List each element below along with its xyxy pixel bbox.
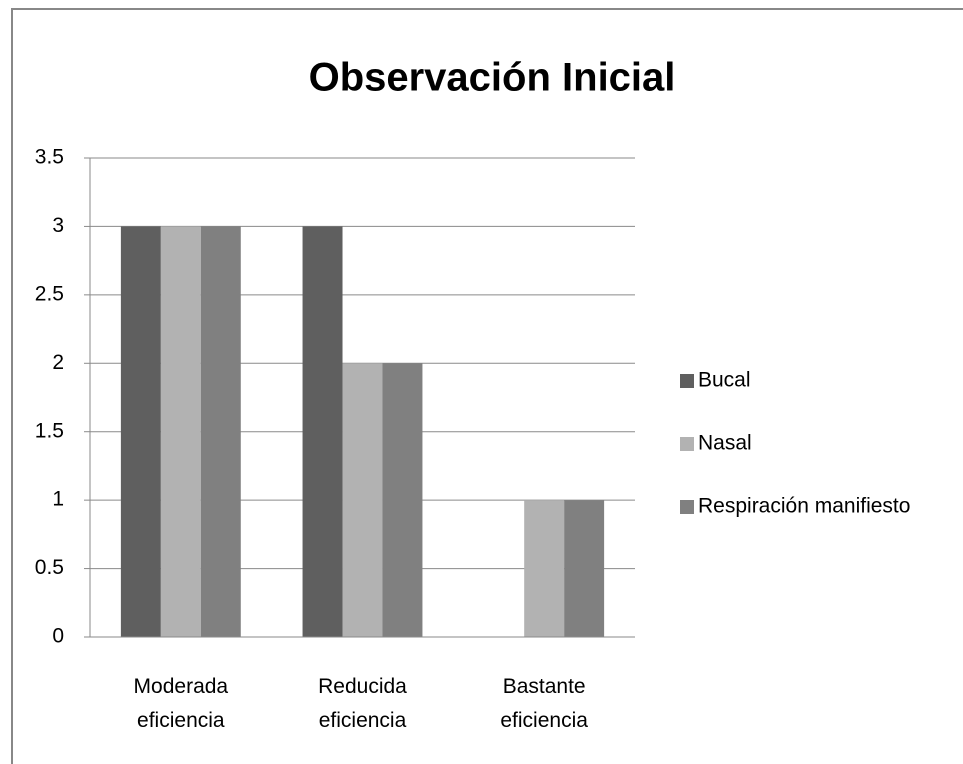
legend-swatch (680, 500, 694, 514)
y-tick-label: 0 (52, 625, 64, 648)
chart-title: Observación Inicial (309, 56, 676, 100)
bar (160, 226, 201, 637)
bar (302, 226, 343, 637)
y-tick-label: 3.5 (35, 146, 64, 169)
y-tick-label: 2 (52, 351, 64, 374)
y-tick-label: 1 (52, 488, 64, 511)
bar (524, 500, 565, 637)
bar (342, 363, 383, 637)
legend-label: Bucal (698, 369, 751, 392)
legend-swatch (680, 374, 694, 388)
legend-swatch (680, 437, 694, 451)
y-tick-label: 0.5 (35, 556, 64, 579)
x-tick-label: Moderada eficiencia (133, 675, 229, 732)
x-tick-label: Bastante eficiencia (500, 675, 588, 732)
bar (564, 500, 605, 637)
x-tick-label: Reducida eficiencia (318, 675, 407, 732)
bar (200, 226, 241, 637)
bar (120, 226, 161, 637)
legend-label: Nasal (698, 432, 752, 455)
legend-label: Respiración manifiesto (698, 495, 910, 518)
y-tick-label: 3 (52, 214, 64, 237)
y-tick-label: 2.5 (35, 282, 64, 305)
bar (382, 363, 423, 637)
y-tick-label: 1.5 (35, 419, 64, 442)
